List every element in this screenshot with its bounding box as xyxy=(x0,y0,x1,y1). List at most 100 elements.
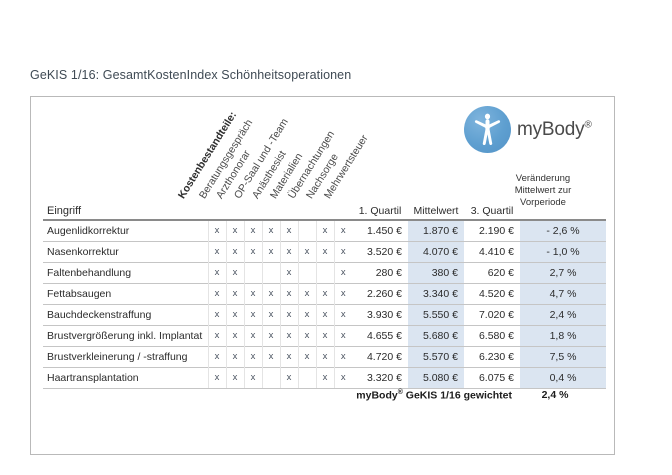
value-mean-2: 380 € xyxy=(408,261,464,283)
value-q1-1: 3.520 € xyxy=(352,240,408,262)
footer-label-suffix: GeKIS 1/16 gewichtet xyxy=(402,389,512,402)
value-q3-3: 4.520 € xyxy=(464,282,520,304)
mark-4-2: x xyxy=(243,303,262,325)
value-q3-0: 2.190 € xyxy=(464,219,520,241)
mark-1-2: x xyxy=(243,240,262,262)
table-row: Brustverkleinerung / -straffung x x x x … xyxy=(43,345,606,367)
row-label-augenlidkorrektur: Augenlidkorrektur xyxy=(43,219,208,241)
row-label-brustverkleinerung: Brustverkleinerung / -straffung xyxy=(43,345,208,367)
mark-2-3 xyxy=(261,261,280,283)
row-label-brustvergroesserung: Brustvergrößerung inkl. Implantat xyxy=(43,324,208,346)
mark-1-1: x xyxy=(225,240,244,262)
table-row: Faltenbehandlung x x x x 280 € 380 € 620… xyxy=(43,261,606,283)
mark-7-2: x xyxy=(243,366,262,389)
mark-6-4: x xyxy=(279,345,298,367)
table-row: Bauchdeckenstraffung x x x x x x x x 3.9… xyxy=(43,303,606,325)
mark-1-0: x xyxy=(207,240,226,262)
mark-0-3: x xyxy=(261,219,280,241)
row-label-haartransplantation: Haartransplantation xyxy=(43,366,208,389)
value-change-4: 2,4 % xyxy=(520,303,606,325)
mark-6-5: x xyxy=(297,345,316,367)
mark-5-6: x xyxy=(315,324,334,346)
table-row: Augenlidkorrektur x x x x x x x 1.450 € … xyxy=(43,219,606,241)
mark-6-6: x xyxy=(315,345,334,367)
value-mean-0: 1.870 € xyxy=(408,219,464,241)
veraenderung-line-2: Mittelwert zur xyxy=(514,185,572,196)
mark-3-1: x xyxy=(225,282,244,304)
row-label-nasenkorrektur: Nasenkorrektur xyxy=(43,240,208,262)
mark-7-7: x xyxy=(333,366,352,389)
value-mean-7: 5.080 € xyxy=(408,366,464,389)
value-q3-4: 7.020 € xyxy=(464,303,520,325)
header-eingriff: Eingriff xyxy=(43,200,208,221)
value-mean-1: 4.070 € xyxy=(408,240,464,262)
mark-5-5: x xyxy=(297,324,316,346)
mark-2-7: x xyxy=(333,261,352,283)
header-spacer-7 xyxy=(316,200,334,221)
mark-7-0: x xyxy=(207,366,226,389)
value-mean-6: 5.570 € xyxy=(408,345,464,367)
veraenderung-line-1: Veränderung xyxy=(515,173,571,184)
header-spacer-5 xyxy=(280,200,298,221)
value-mean-5: 5.680 € xyxy=(408,324,464,346)
value-q3-1: 4.410 € xyxy=(464,240,520,262)
value-q1-3: 2.260 € xyxy=(352,282,408,304)
table-footer: myBody® GeKIS 1/16 gewichtet 2,4 % xyxy=(43,384,604,406)
mark-1-4: x xyxy=(279,240,298,262)
value-q1-2: 280 € xyxy=(352,261,408,283)
mark-1-5: x xyxy=(297,240,316,262)
footer-value: 2,4 % xyxy=(541,389,569,401)
mark-4-6: x xyxy=(315,303,334,325)
header-spacer-2 xyxy=(226,200,244,221)
mark-5-1: x xyxy=(225,324,244,346)
value-q1-6: 4.720 € xyxy=(352,345,408,367)
value-q1-4: 3.930 € xyxy=(352,303,408,325)
value-q3-6: 6.230 € xyxy=(464,345,520,367)
value-change-2: 2,7 % xyxy=(520,261,606,283)
table-row: Haartransplantation x x x x x x 3.320 € … xyxy=(43,366,606,389)
mark-5-4: x xyxy=(279,324,298,346)
mark-3-0: x xyxy=(207,282,226,304)
header-spacer-6 xyxy=(298,200,316,221)
mark-6-3: x xyxy=(261,345,280,367)
mark-5-7: x xyxy=(333,324,352,346)
mark-1-7: x xyxy=(333,240,352,262)
brand-logo-name: myBody xyxy=(517,118,585,140)
table-row: Nasenkorrektur x x x x x x x x 3.520 € 4… xyxy=(43,240,606,262)
mark-7-4: x xyxy=(279,366,298,389)
mark-7-5 xyxy=(297,366,316,389)
value-change-0: - 2,6 % xyxy=(520,219,606,241)
value-change-7: 0,4 % xyxy=(520,366,606,389)
mark-7-6: x xyxy=(315,366,334,389)
mark-3-7: x xyxy=(333,282,352,304)
header-spacer-1 xyxy=(208,200,226,221)
value-q3-5: 6.580 € xyxy=(464,324,520,346)
header-veraenderung-slot xyxy=(520,200,606,221)
value-q1-7: 3.320 € xyxy=(352,366,408,389)
row-label-bauchdeckenstraffung: Bauchdeckenstraffung xyxy=(43,303,208,325)
mark-2-0: x xyxy=(207,261,226,283)
table-row: Brustvergrößerung inkl. Implantat x x x … xyxy=(43,324,606,346)
mark-4-1: x xyxy=(225,303,244,325)
mark-3-6: x xyxy=(315,282,334,304)
value-change-1: - 1,0 % xyxy=(520,240,606,262)
mark-0-5 xyxy=(297,219,316,241)
mark-2-1: x xyxy=(225,261,244,283)
value-q3-7: 6.075 € xyxy=(464,366,520,389)
mark-0-1: x xyxy=(225,219,244,241)
cost-index-table: Eingriff 1. Quartil Mittelwert 3. Quarti… xyxy=(43,200,606,389)
mark-3-4: x xyxy=(279,282,298,304)
value-q3-2: 620 € xyxy=(464,261,520,283)
mark-4-5: x xyxy=(297,303,316,325)
header-spacer-4 xyxy=(262,200,280,221)
header-spacer-8 xyxy=(334,200,352,221)
table-panel: myBody® Kostenbestandteile: Beratungsges… xyxy=(30,96,615,455)
brand-logo-registered: ® xyxy=(584,119,592,131)
page-title: GeKIS 1/16: GesamtKostenIndex Schönheits… xyxy=(30,68,352,82)
mark-1-6: x xyxy=(315,240,334,262)
value-q1-5: 4.655 € xyxy=(352,324,408,346)
mark-5-0: x xyxy=(207,324,226,346)
row-label-fettabsaugen: Fettabsaugen xyxy=(43,282,208,304)
mark-4-0: x xyxy=(207,303,226,325)
value-mean-4: 5.550 € xyxy=(408,303,464,325)
